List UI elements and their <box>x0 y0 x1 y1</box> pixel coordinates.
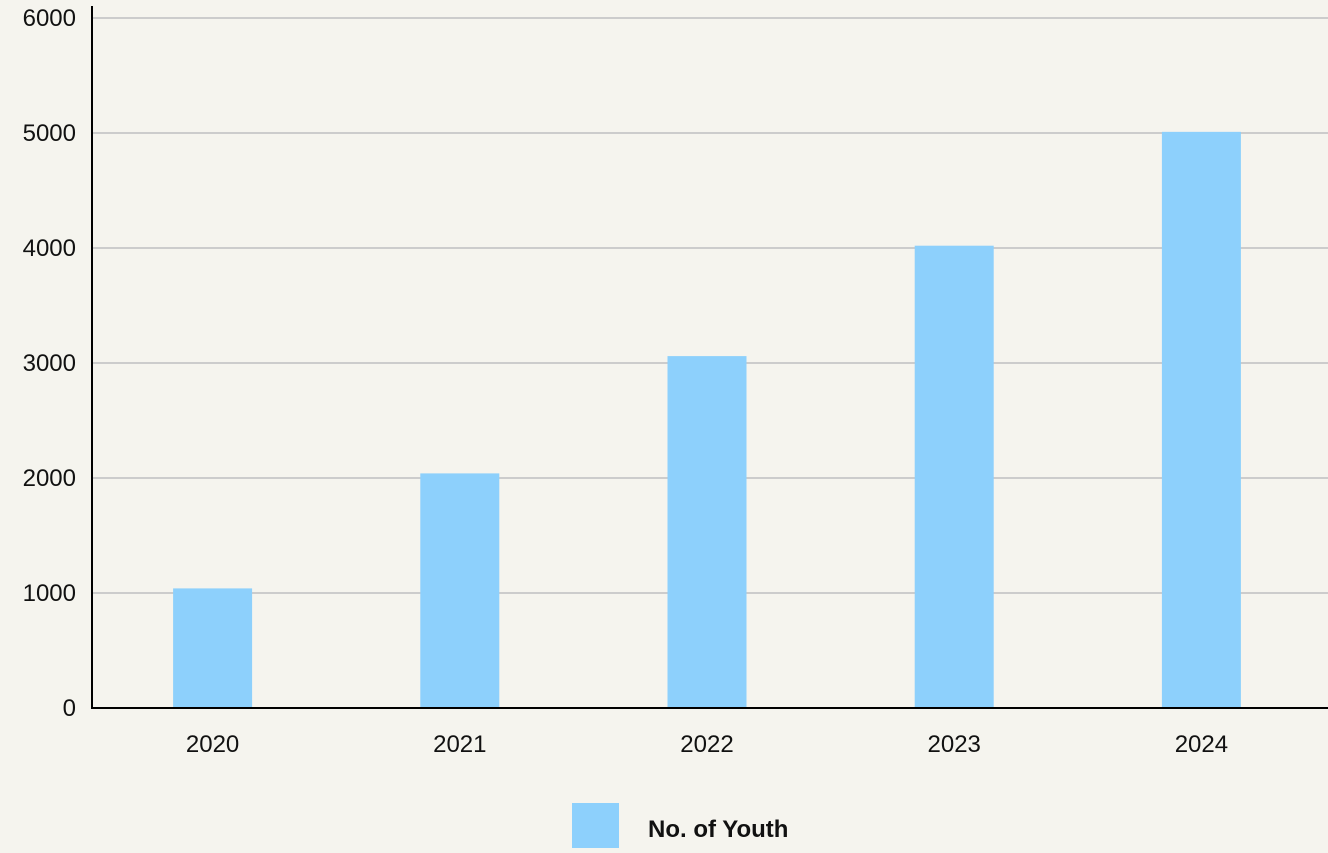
x-tick-label: 2021 <box>433 731 486 758</box>
y-tick-label: 6000 <box>23 5 76 32</box>
bar-2024 <box>1161 131 1241 709</box>
bar-2021 <box>420 473 500 708</box>
legend-label: No. of Youth <box>648 816 788 843</box>
y-tick-label: 3000 <box>23 350 76 377</box>
y-tick-labels: 0 1000 2000 3000 4000 5000 6000 <box>23 5 76 722</box>
axes <box>91 6 1328 709</box>
x-tick-label: 2024 <box>1175 731 1228 758</box>
legend-swatch <box>572 803 619 848</box>
bars <box>173 131 1241 709</box>
y-tick-label: 5000 <box>23 120 76 147</box>
y-tick-label: 1000 <box>23 580 76 607</box>
x-tick-label: 2023 <box>928 731 981 758</box>
y-tick-label: 0 <box>63 695 76 722</box>
y-tick-label: 4000 <box>23 235 76 262</box>
bar-2020 <box>173 588 253 708</box>
x-tick-labels: 2020 2021 2022 2023 2024 <box>186 731 1228 758</box>
legend: No. of Youth <box>572 803 788 848</box>
bar-2022 <box>667 356 747 708</box>
x-tick-label: 2020 <box>186 731 239 758</box>
x-tick-label: 2022 <box>680 731 733 758</box>
bar-2023 <box>914 245 994 708</box>
y-tick-label: 2000 <box>23 465 76 492</box>
